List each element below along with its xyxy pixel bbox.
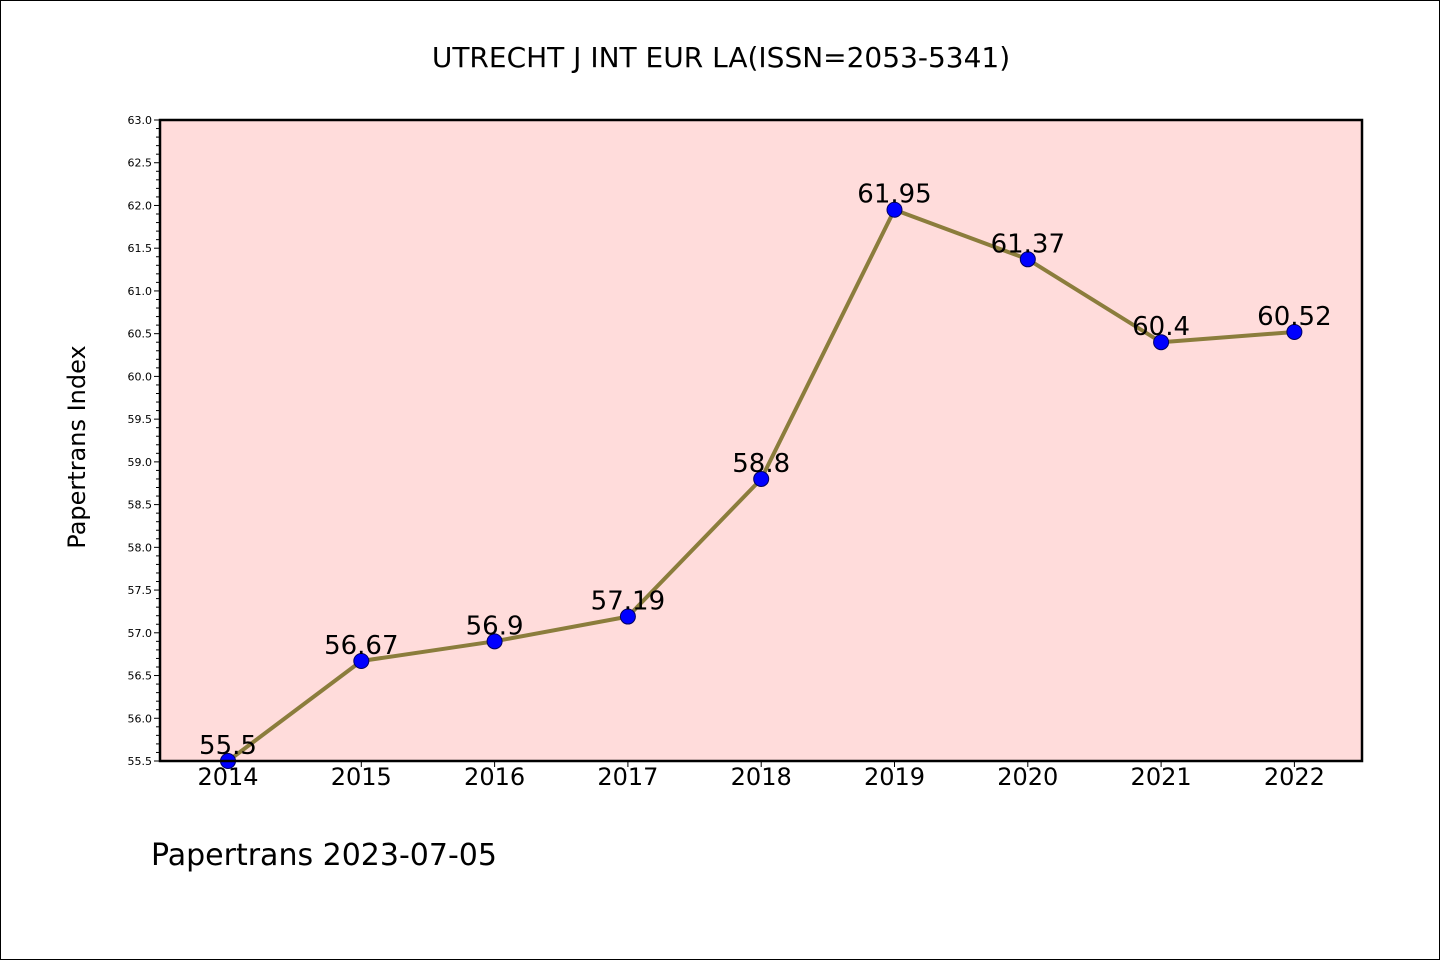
y-tick-label: 61.0: [128, 285, 153, 298]
plot-area: [160, 120, 1362, 761]
footer-caption: Papertrans 2023-07-05: [151, 838, 497, 873]
y-tick-label: 58.5: [128, 499, 153, 512]
data-label: 55.5: [199, 731, 257, 761]
x-tick-label: 2022: [1264, 763, 1325, 791]
y-tick-label: 56.5: [128, 670, 153, 683]
y-tick-label: 57.0: [128, 627, 153, 640]
data-point: [886, 201, 903, 218]
y-tick-label: 62.0: [128, 199, 153, 212]
y-tick-label: 63.0: [128, 114, 153, 127]
plot-border: [158, 118, 1364, 763]
y-tick-label: 59.0: [128, 456, 153, 469]
x-tick-label: 2018: [731, 763, 792, 791]
y-tick-label: 60.5: [128, 328, 153, 341]
x-tick-label: 2016: [464, 763, 525, 791]
chart-title: UTRECHT J INT EUR LA(ISSN=2053-5341): [432, 41, 1010, 74]
y-tick-label: 57.5: [128, 584, 153, 597]
x-tick-label: 2015: [331, 763, 392, 791]
data-point: [353, 653, 370, 670]
x-tick-label: 2020: [997, 763, 1058, 791]
data-point: [486, 633, 503, 650]
data-label: 60.4: [1132, 312, 1190, 342]
y-tick-label: 61.5: [128, 242, 153, 255]
data-point: [753, 470, 770, 487]
x-tick-label: 2019: [864, 763, 925, 791]
data-label: 56.67: [324, 631, 398, 661]
data-point: [1153, 334, 1170, 351]
x-tick-label: 2017: [597, 763, 658, 791]
y-tick-label: 58.0: [128, 541, 153, 554]
data-labels: 55.5 56.67 56.9 57.19 58.8 61.95 61.37 60.4 60.5…: [199, 180, 1332, 761]
data-label: 61.95: [857, 180, 931, 210]
data-point: [619, 608, 636, 625]
axis-ticks: 55.5 56.0 56.5 57.0 57.5 58.0 58.5 59.0 59.5 60.0…: [128, 114, 1325, 791]
data-label: 56.9: [466, 611, 524, 641]
y-axis-label: Papertrans Index: [63, 345, 91, 548]
y-tick-label: 60.0: [128, 370, 153, 383]
data-point: [1019, 251, 1036, 268]
data-label: 58.8: [732, 449, 790, 479]
data-label: 61.37: [991, 229, 1065, 259]
data-label: 57.19: [591, 587, 665, 617]
series-layer: [220, 201, 1303, 769]
data-label: 60.52: [1257, 302, 1331, 332]
data-point: [1286, 323, 1303, 340]
y-tick-label: 55.5: [128, 755, 153, 768]
x-tick-label: 2021: [1131, 763, 1192, 791]
y-tick-label: 62.5: [128, 157, 153, 170]
y-tick-label: 56.0: [128, 712, 153, 725]
y-tick-label: 59.5: [128, 413, 153, 426]
